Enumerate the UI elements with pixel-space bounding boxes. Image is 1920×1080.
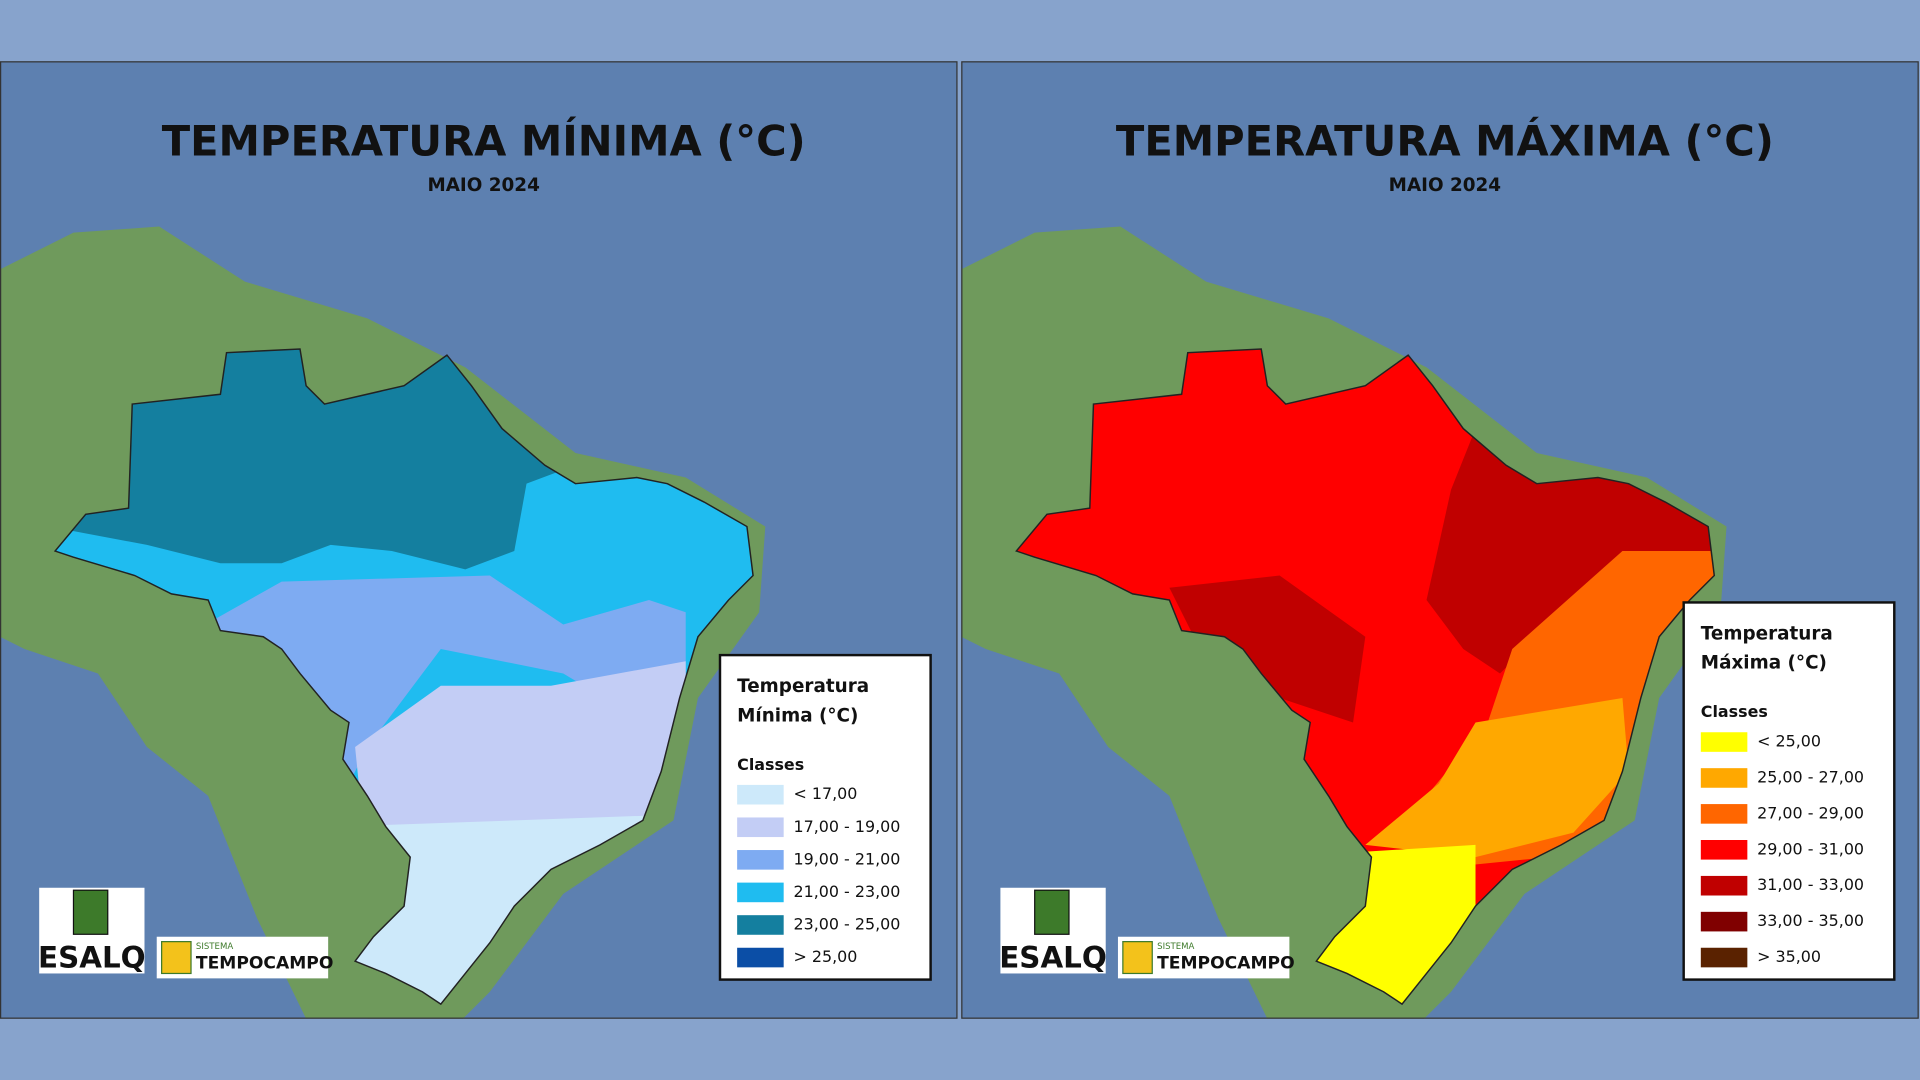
map-title: TEMPERATURA MÁXIMA (°C): [1116, 116, 1774, 165]
legend-label: 23,00 - 25,00: [793, 914, 900, 933]
tempocampo-brand: TEMPOCAMPO: [1157, 954, 1295, 974]
esalq-text: ESALQ: [999, 940, 1107, 974]
map-title: TEMPERATURA MÍNIMA (°C): [162, 116, 806, 165]
temperature-zone: [1169, 575, 1366, 723]
legend-heading: Classes: [1701, 702, 1768, 721]
legend-label: 17,00 - 19,00: [793, 817, 900, 836]
country-outline: [1015, 348, 1716, 1006]
panel-border: [961, 61, 1919, 1019]
legend-swatch: [1700, 804, 1748, 824]
legend-label: 25,00 - 27,00: [1757, 767, 1864, 786]
legend-label: 27,00 - 29,00: [1757, 803, 1864, 822]
legend-label: 29,00 - 31,00: [1757, 839, 1864, 858]
legend-label: 19,00 - 21,00: [793, 849, 900, 868]
tempocampo-emblem: [1122, 941, 1153, 975]
legend-swatch: [737, 784, 784, 805]
legend-box: [718, 653, 932, 981]
legend-title: Temperatura: [737, 676, 869, 697]
tempocampo-system: SISTEMA: [1157, 942, 1194, 952]
tempocampo-emblem: [161, 941, 192, 975]
temperature-zone: [1365, 697, 1629, 858]
logos: ESALQ SISTEMA TEMPOCAMPO: [38, 887, 334, 979]
map-subtitle: MAIO 2024: [1389, 175, 1501, 196]
tempocampo-system: SISTEMA: [196, 942, 233, 952]
country-outline: [53, 348, 754, 1006]
legend: Temperatura Mínima (°C) Classes < 17,00 17,0…: [718, 653, 932, 981]
legend-label: 31,00 - 33,00: [1757, 875, 1864, 894]
legend-swatch: [1700, 947, 1748, 968]
legend-swatch: [737, 817, 784, 838]
legend-swatch: [1700, 840, 1748, 860]
legend-swatch: [737, 882, 784, 903]
esalq-emblem: [1034, 889, 1070, 935]
legend-title: Máxima (°C): [1701, 653, 1827, 674]
legend-swatch: [1700, 875, 1748, 896]
legend: Temperatura Máxima (°C) Classes < 25,00 25,0…: [1682, 601, 1896, 981]
esalq-text: ESALQ: [38, 940, 146, 974]
legend-swatch: [737, 915, 784, 935]
legend-heading: Classes: [737, 755, 804, 774]
legend-swatch: [1700, 732, 1748, 752]
legend-label: > 35,00: [1757, 947, 1821, 966]
logos: ESALQ SISTEMA TEMPOCAMPO: [999, 887, 1295, 979]
legend-label: 33,00 - 35,00: [1757, 911, 1864, 930]
legend-swatch: [737, 850, 784, 870]
legend-label: < 25,00: [1757, 732, 1821, 751]
legend-swatch: [737, 947, 784, 968]
map-subtitle: MAIO 2024: [427, 175, 539, 196]
map-panel: TEMPERATURA MÍNIMA (°C) MAIO 2024 Temperat…: [0, 61, 958, 1019]
legend-label: 21,00 - 23,00: [793, 882, 900, 901]
legend-title: Mínima (°C): [737, 705, 858, 726]
temperature-zone: [55, 348, 588, 570]
legend-swatch: [1700, 911, 1748, 932]
tempocampo-brand: TEMPOCAMPO: [196, 954, 334, 974]
map-panel: TEMPERATURA MÁXIMA (°C) MAIO 2024 Temperat…: [961, 61, 1919, 1019]
legend-title: Temperatura: [1701, 623, 1833, 644]
legend-label: > 25,00: [793, 947, 857, 966]
legend-swatch: [1700, 768, 1748, 788]
legend-label: < 17,00: [793, 784, 857, 803]
panel-border: [0, 61, 958, 1019]
esalq-emblem: [72, 889, 109, 935]
